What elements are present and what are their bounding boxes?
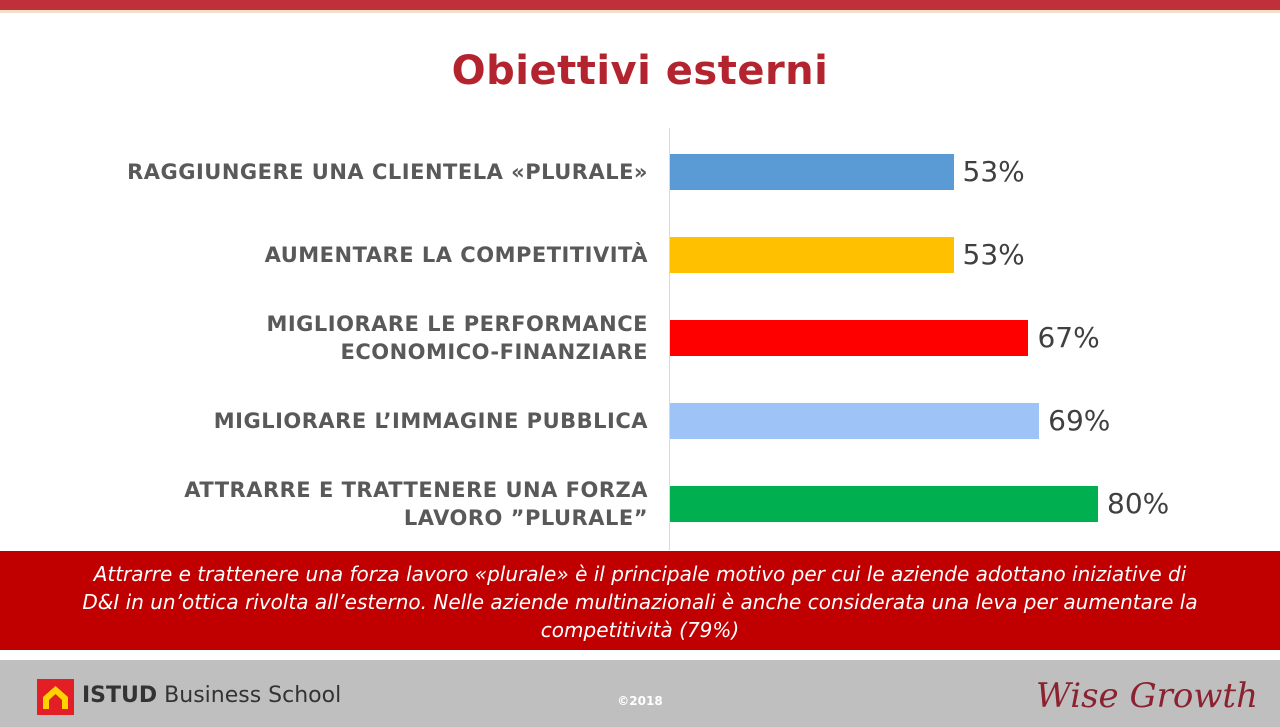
slide-title: Obiettivi esterni bbox=[451, 48, 829, 94]
bar-value-label: 67% bbox=[1037, 321, 1100, 354]
callout-banner bbox=[0, 551, 1280, 650]
bar-value-label: 53% bbox=[962, 155, 1025, 188]
istud-logo-icon bbox=[37, 679, 74, 715]
category-label: MIGLIORARE LE PERFORMANCE ECONOMICO-FINAN… bbox=[48, 310, 648, 366]
bar-value-label: 69% bbox=[1048, 404, 1111, 437]
bar bbox=[670, 320, 1029, 356]
logo-wordmark: ISTUD Business School bbox=[82, 683, 341, 708]
footer-bar bbox=[0, 660, 1280, 727]
category-label: AUMENTARE LA COMPETITIVITÀ bbox=[48, 241, 648, 269]
copyright-text: ©2018 bbox=[617, 694, 663, 708]
logo-suffix: Business School bbox=[157, 683, 342, 708]
bar bbox=[670, 403, 1040, 439]
category-label-line: MIGLIORARE LE PERFORMANCE bbox=[266, 312, 648, 336]
category-label: RAGGIUNGERE UNA CLIENTELA «PLURALE» bbox=[48, 158, 648, 186]
bar bbox=[670, 237, 954, 273]
chart-axis-line bbox=[669, 128, 670, 550]
bar-value-label: 80% bbox=[1107, 487, 1170, 520]
category-label-line: LAVORO ”PLURALE” bbox=[403, 506, 648, 530]
tagline-text: Wise Growth bbox=[1035, 676, 1258, 716]
category-label: MIGLIORARE L’IMMAGINE PUBBLICA bbox=[48, 407, 648, 435]
callout-text: Attrarre e trattenere una forza lavoro «… bbox=[82, 562, 1198, 642]
bar bbox=[670, 154, 954, 190]
category-label: ATTRARRE E TRATTENERE UNA FORZA LAVORO ”P… bbox=[48, 476, 648, 532]
top-accent-bar bbox=[0, 0, 1280, 10]
logo-brand: ISTUD bbox=[82, 683, 158, 708]
bar bbox=[670, 486, 1098, 522]
category-label-line: AUMENTARE LA COMPETITIVITÀ bbox=[264, 243, 648, 267]
category-label-line: RAGGIUNGERE UNA CLIENTELA «PLURALE» bbox=[127, 160, 648, 184]
bar-value-label: 53% bbox=[962, 238, 1025, 271]
top-accent-shadow bbox=[0, 10, 1280, 13]
category-label-line: ECONOMICO-FINANZIARE bbox=[340, 340, 648, 364]
category-label-line: MIGLIORARE L’IMMAGINE PUBBLICA bbox=[213, 409, 648, 433]
category-label-line: ATTRARRE E TRATTENERE UNA FORZA bbox=[184, 478, 648, 502]
